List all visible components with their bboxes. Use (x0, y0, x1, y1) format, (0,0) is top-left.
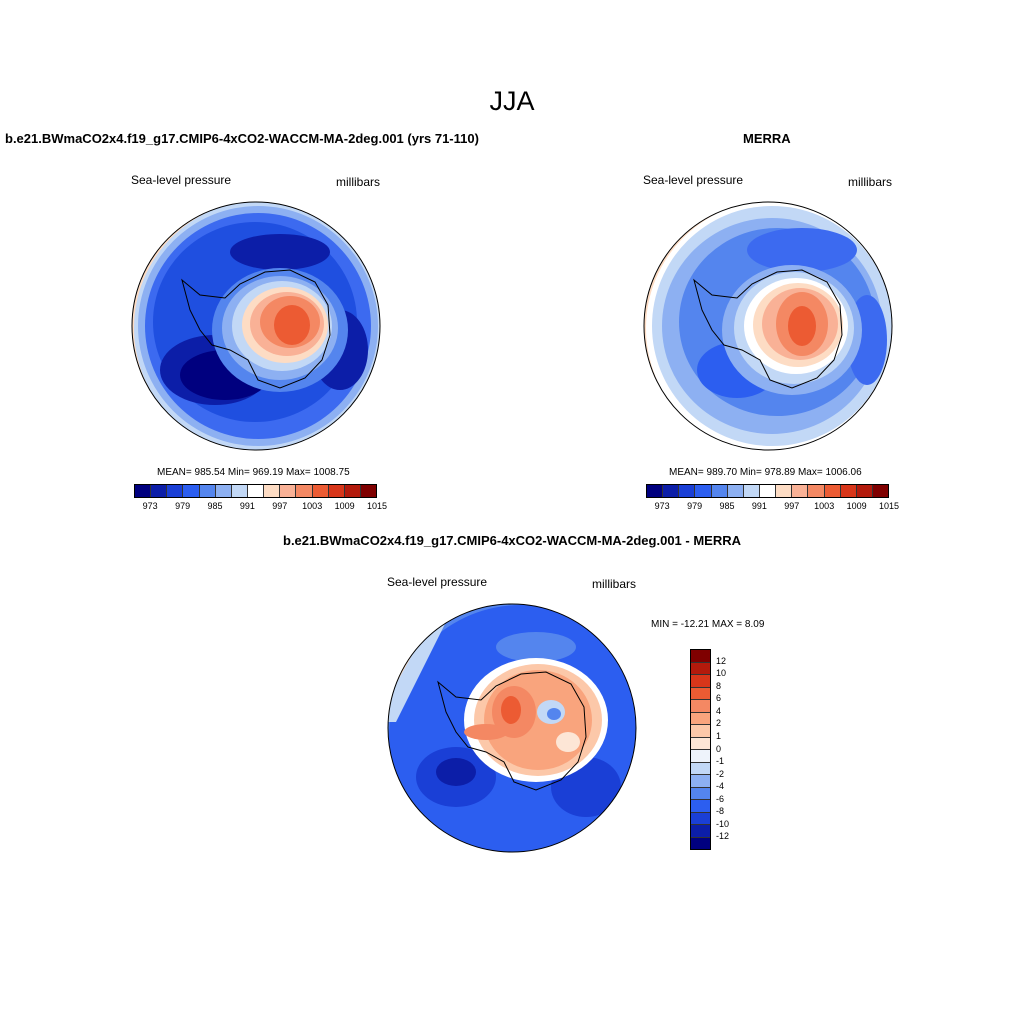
obs-colorbar-swatch (872, 485, 889, 497)
diff-colorbar-tick: -8 (716, 806, 725, 817)
obs-colorbar-tick: 1003 (814, 501, 835, 511)
diff-colorbar-swatch (691, 837, 710, 849)
model-colorbar-tick: 979 (175, 501, 191, 511)
diff-colorbar-tick: -10 (716, 818, 730, 829)
diff-colorbar-tick: -2 (716, 768, 725, 779)
model-colorbar-swatch (215, 485, 232, 497)
model-colorbar-tick: 997 (272, 501, 288, 511)
model-colorbar-swatch (151, 485, 168, 497)
model-panel-title: b.e21.BWmaCO2x4.f19_g17.CMIP6-4xCO2-WACC… (5, 131, 479, 146)
obs-colorbar-tick: 997 (784, 501, 800, 511)
diff-colorbar-tick: -6 (716, 793, 725, 804)
obs-variable-label: Sea-level pressure (643, 173, 744, 187)
obs-colorbar-swatch (776, 485, 793, 497)
obs-colorbar-tick: 1009 (846, 501, 867, 511)
diff-colorbar-swatch (691, 737, 710, 750)
model-colorbar-swatch (199, 485, 216, 497)
obs-colorbar-swatch (792, 485, 809, 497)
obs-colorbar (646, 484, 889, 498)
model-colorbar-tick: 1009 (334, 501, 355, 511)
obs-colorbar-swatch (695, 485, 712, 497)
diff-panel-title: b.e21.BWmaCO2x4.f19_g17.CMIP6-4xCO2-WACC… (283, 533, 741, 548)
diff-colorbar-swatch (691, 787, 710, 800)
obs-units-label: millibars (848, 175, 893, 189)
model-colorbar-tick: 973 (142, 501, 158, 511)
obs-colorbar-swatch (711, 485, 728, 497)
diff-colorbar-tick: 6 (716, 693, 722, 704)
diff-colorbar-swatch (691, 762, 710, 775)
diff-slp-map (387, 603, 637, 853)
diff-colorbar-ticks: 12 10 8 6 4 2 1 0 -1 -2 -4 -6 -8 -10 -12 (716, 649, 746, 850)
obs-slp-map (643, 201, 893, 451)
diff-colorbar-swatch (691, 650, 710, 663)
diff-colorbar-swatch (691, 775, 710, 788)
diff-colorbar-tick: 2 (716, 718, 722, 729)
model-slp-map (131, 201, 381, 451)
model-colorbar-ticks: 973 979 985 991 997 1003 1009 1015 (134, 501, 387, 515)
model-colorbar-tick: 985 (207, 501, 223, 511)
model-colorbar-tick: 1003 (302, 501, 323, 511)
model-colorbar-swatch (280, 485, 297, 497)
obs-colorbar-swatch (679, 485, 696, 497)
model-colorbar-swatch (183, 485, 200, 497)
model-colorbar-swatch (264, 485, 281, 497)
model-colorbar-swatch (344, 485, 361, 497)
diff-colorbar-tick: -12 (716, 831, 730, 842)
obs-colorbar-swatch (759, 485, 777, 497)
obs-colorbar-tick: 1015 (878, 501, 900, 511)
diff-colorbar-swatch (691, 812, 710, 825)
obs-colorbar-tick: 973 (654, 501, 670, 511)
model-colorbar-swatch (167, 485, 184, 497)
model-colorbar-swatch (296, 485, 313, 497)
diff-colorbar-tick: 12 (716, 655, 727, 666)
diff-colorbar (690, 649, 711, 850)
diff-colorbar-swatch (691, 700, 710, 713)
model-colorbar-swatch (312, 485, 329, 497)
obs-stats: MEAN= 989.70 Min= 978.89 Max= 1006.06 (669, 467, 862, 478)
diff-units-label: millibars (592, 577, 637, 591)
diff-colorbar-tick: 10 (716, 668, 727, 679)
diff-colorbar-tick: -4 (716, 781, 725, 792)
diff-colorbar-swatch (691, 800, 710, 813)
diff-colorbar-swatch (691, 750, 710, 763)
diff-colorbar-swatch (691, 725, 710, 738)
obs-colorbar-tick: 979 (687, 501, 703, 511)
diff-colorbar-swatch (691, 687, 710, 700)
model-colorbar-swatch (135, 485, 152, 497)
obs-colorbar-swatch (663, 485, 680, 497)
obs-colorbar-tick: 985 (719, 501, 735, 511)
obs-colorbar-ticks: 973 979 985 991 997 1003 1009 1015 (646, 501, 899, 515)
obs-colorbar-tick: 991 (751, 501, 767, 511)
obs-colorbar-swatch (647, 485, 664, 497)
obs-colorbar-swatch (856, 485, 873, 497)
obs-colorbar-swatch (808, 485, 825, 497)
diff-colorbar-swatch (691, 662, 710, 675)
model-colorbar-tick: 1015 (366, 501, 388, 511)
model-colorbar-swatch (360, 485, 377, 497)
diff-colorbar-tick: -1 (716, 756, 725, 767)
model-variable-label: Sea-level pressure (131, 173, 232, 187)
diff-colorbar-tick: 1 (716, 730, 722, 741)
diff-colorbar-tick: 8 (716, 680, 722, 691)
diff-colorbar-swatch (691, 675, 710, 688)
obs-colorbar-swatch (743, 485, 760, 497)
diff-colorbar-swatch (691, 825, 710, 838)
model-colorbar-swatch (328, 485, 345, 497)
model-colorbar (134, 484, 377, 498)
diff-stats: MIN = -12.21 MAX = 8.09 (651, 619, 765, 630)
obs-panel-title: MERRA (743, 131, 791, 146)
figure-title: JJA (489, 86, 535, 116)
diff-variable-label: Sea-level pressure (387, 575, 488, 589)
diff-colorbar-tick: 4 (716, 705, 722, 716)
model-colorbar-tick: 991 (239, 501, 255, 511)
model-colorbar-swatch (247, 485, 265, 497)
model-colorbar-swatch (231, 485, 248, 497)
model-units-label: millibars (336, 175, 381, 189)
diff-colorbar-swatch (691, 712, 710, 725)
model-stats: MEAN= 985.54 Min= 969.19 Max= 1008.75 (157, 467, 350, 478)
obs-colorbar-swatch (727, 485, 744, 497)
obs-colorbar-swatch (840, 485, 857, 497)
diff-colorbar-tick: 0 (716, 743, 722, 754)
obs-colorbar-swatch (824, 485, 841, 497)
